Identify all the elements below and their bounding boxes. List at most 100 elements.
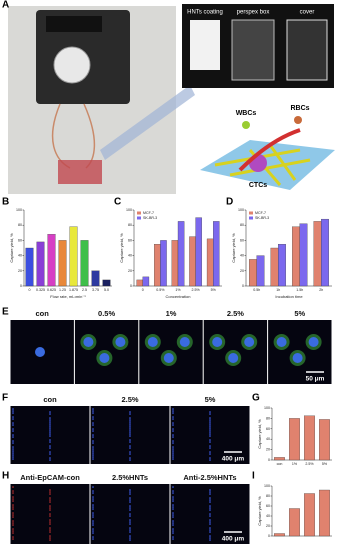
pump-head xyxy=(53,46,91,84)
y-tick-label: 40 xyxy=(266,514,270,518)
y-tick-label: 0 xyxy=(242,284,244,288)
cell-dot xyxy=(12,508,14,510)
cell-dot xyxy=(49,425,51,427)
caption: HNTs coating xyxy=(187,10,223,16)
cell-dot xyxy=(12,452,14,454)
cell-dot xyxy=(129,427,131,429)
cell-dot xyxy=(209,519,211,521)
cell-dot xyxy=(209,527,211,529)
bar xyxy=(249,259,257,287)
y-axis-label: Capture yield, % xyxy=(257,419,262,449)
y-tick-label: 100 xyxy=(238,208,244,212)
cell-dot xyxy=(49,439,51,441)
cell-dot xyxy=(12,512,14,514)
bar xyxy=(69,226,78,287)
cell-dot xyxy=(92,458,94,460)
cell-dot xyxy=(129,523,131,525)
cell-dot xyxy=(12,416,14,418)
x-axis-label: Incubation time xyxy=(275,294,303,299)
cell-dot xyxy=(172,410,174,412)
x-tick-label: 0 xyxy=(142,288,144,292)
column-label: 5% xyxy=(294,309,305,318)
cell-dot xyxy=(172,532,174,534)
y-tick-label: 80 xyxy=(266,494,270,498)
cell-dot xyxy=(129,457,131,459)
cell-dot xyxy=(92,430,94,432)
cell-dot xyxy=(92,452,94,454)
column-label: 5% xyxy=(205,395,216,404)
cell-dot xyxy=(49,501,51,503)
bar xyxy=(274,533,285,537)
legend-swatch xyxy=(249,216,253,220)
cell-dot xyxy=(129,531,131,533)
cell-dot xyxy=(129,499,131,501)
bar xyxy=(319,419,330,461)
cell-dot xyxy=(12,530,14,532)
bar xyxy=(213,221,220,287)
cell-dot xyxy=(12,514,14,516)
y-tick-label: 80 xyxy=(18,223,22,227)
cell-dot xyxy=(129,429,131,431)
x-tick-label: 0 xyxy=(29,288,31,292)
cell-dot xyxy=(49,423,51,425)
legend-label: MCF-7 xyxy=(255,211,266,215)
cell-dot xyxy=(129,513,131,515)
x-tick-label: 0.5h xyxy=(253,288,260,292)
cell-dot xyxy=(129,529,131,531)
y-tick-label: 40 xyxy=(128,254,132,258)
x-tick-label: 2.5 xyxy=(82,288,87,292)
cell-dot xyxy=(172,522,174,524)
column-label: 2.5%HNTs xyxy=(112,473,148,482)
cell-dot xyxy=(209,491,211,493)
cell-dot xyxy=(129,509,131,511)
panel-label: G xyxy=(252,393,260,404)
cell-dot xyxy=(209,447,211,449)
cell-dot xyxy=(129,445,131,447)
cell-dot xyxy=(129,539,131,541)
cell-dot xyxy=(209,505,211,507)
cell-dot xyxy=(209,431,211,433)
cell-dot xyxy=(49,507,51,509)
cell-dot xyxy=(129,417,131,419)
legend-label: MCF-7 xyxy=(143,211,154,215)
bar xyxy=(270,247,279,287)
cell-dot xyxy=(49,539,51,541)
cell-dot xyxy=(172,434,174,436)
cell-dot xyxy=(209,457,211,459)
cell-dot xyxy=(209,501,211,503)
nucleus xyxy=(147,337,158,347)
cell-dot xyxy=(12,504,14,506)
y-tick-label: 60 xyxy=(266,504,270,508)
scale-bar-label: 400 μm xyxy=(222,456,245,463)
cell-dot xyxy=(209,419,211,421)
cover xyxy=(286,19,328,81)
cell-dot xyxy=(172,486,174,488)
cell-dot xyxy=(172,504,174,506)
cell-dot xyxy=(129,505,131,507)
cell-dot xyxy=(209,535,211,537)
bar xyxy=(25,247,34,287)
cell-dot xyxy=(209,429,211,431)
bar xyxy=(80,240,89,287)
column-label: con xyxy=(43,395,57,404)
cell-dot xyxy=(172,490,174,492)
y-axis-label: Capture yield, % xyxy=(257,496,262,526)
y-axis-label: Capture yield, % xyxy=(119,233,124,263)
rbc xyxy=(294,116,302,124)
cell-dot xyxy=(92,424,94,426)
bar xyxy=(289,508,300,537)
cell-dot xyxy=(209,445,211,447)
x-tick-label: 1.875 xyxy=(69,288,78,292)
cell-dot xyxy=(49,505,51,507)
cell-dot xyxy=(172,448,174,450)
cell-dot xyxy=(172,516,174,518)
cell-dot xyxy=(49,497,51,499)
cell-dot xyxy=(172,454,174,456)
cell-dot xyxy=(12,500,14,502)
cell-dot xyxy=(172,492,174,494)
cell-dot xyxy=(12,524,14,526)
cell-dot xyxy=(12,408,14,410)
cell-dot xyxy=(49,421,51,423)
cell-dot xyxy=(12,448,14,450)
